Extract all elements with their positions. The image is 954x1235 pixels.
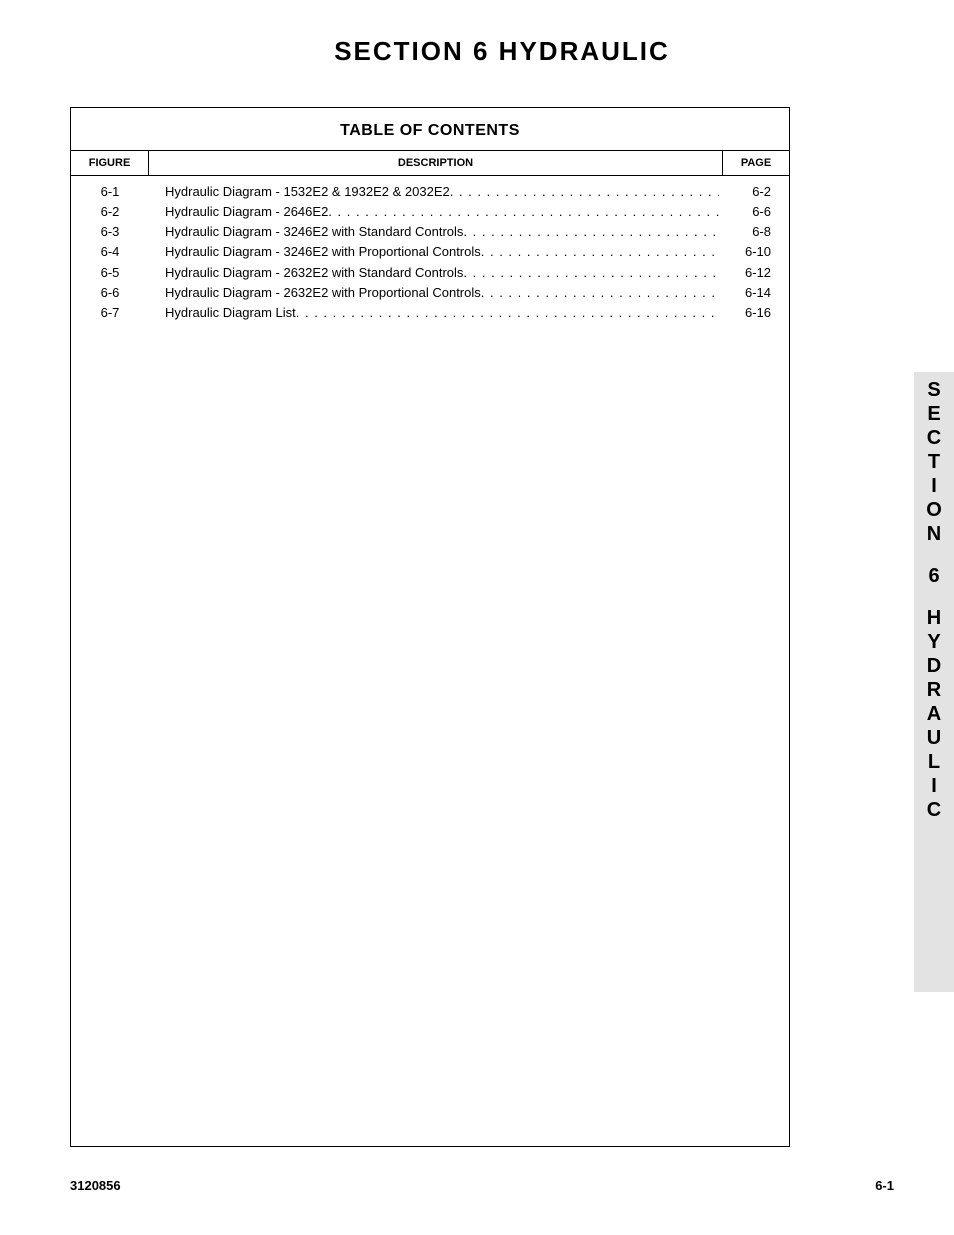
toc-row-description: Hydraulic Diagram - 3246E2 with Standard…	[165, 222, 463, 242]
side-tab-letter: I	[931, 775, 937, 797]
toc-row: 6-2 Hydraulic Diagram - 2646E2 6-6	[71, 202, 789, 222]
side-tab-letter: L	[928, 751, 940, 773]
side-tab-letter: A	[927, 703, 941, 725]
toc-row: 6-7 Hydraulic Diagram List 6-16	[71, 303, 789, 323]
toc-row-description-wrap: Hydraulic Diagram - 3246E2 with Standard…	[149, 222, 723, 242]
side-tab-letter: N	[927, 523, 941, 545]
toc-row-leader	[328, 202, 719, 222]
side-tab-letter: U	[927, 727, 941, 749]
side-tab-letter: 6	[928, 565, 939, 587]
toc-header-row: FIGURE DESCRIPTION PAGE	[71, 150, 789, 176]
toc-row-page: 6-12	[723, 263, 789, 283]
toc-row-description: Hydraulic Diagram - 2632E2 with Proporti…	[165, 283, 481, 303]
content-frame: TABLE OF CONTENTS FIGURE DESCRIPTION PAG…	[70, 107, 790, 1147]
toc-row: 6-1 Hydraulic Diagram - 1532E2 & 1932E2 &…	[71, 182, 789, 202]
toc-row-description-wrap: Hydraulic Diagram List	[149, 303, 723, 323]
toc-row-page: 6-16	[723, 303, 789, 323]
footer-right: 6-1	[875, 1178, 894, 1193]
side-tab-letter: C	[927, 427, 941, 449]
toc-header-description: DESCRIPTION	[149, 151, 723, 175]
toc-row-page: 6-6	[723, 202, 789, 222]
side-tab-letter: S	[927, 379, 940, 401]
toc-row-figure: 6-5	[71, 263, 149, 283]
side-tab-letter: I	[931, 475, 937, 497]
toc-row-description: Hydraulic Diagram - 2646E2	[165, 202, 328, 222]
toc-row-description: Hydraulic Diagram List	[165, 303, 296, 323]
toc-row: 6-4 Hydraulic Diagram - 3246E2 with Propo…	[71, 242, 789, 262]
toc-header-page: PAGE	[723, 151, 789, 175]
toc-row-leader	[296, 303, 719, 323]
toc-row-page: 6-8	[723, 222, 789, 242]
toc-row: 6-6 Hydraulic Diagram - 2632E2 with Propo…	[71, 283, 789, 303]
toc-row: 6-5 Hydraulic Diagram - 2632E2 with Stand…	[71, 263, 789, 283]
page: SECTION 6 HYDRAULIC TABLE OF CONTENTS FI…	[0, 0, 954, 1235]
toc-row-page: 6-2	[723, 182, 789, 202]
toc-row-figure: 6-6	[71, 283, 149, 303]
side-tab: SECTION6HYDRAULIC	[914, 372, 954, 992]
footer-left: 3120856	[70, 1178, 121, 1193]
toc-row-description-wrap: Hydraulic Diagram - 1532E2 & 1932E2 & 20…	[149, 182, 723, 202]
toc-title: TABLE OF CONTENTS	[71, 108, 789, 150]
toc-row: 6-3 Hydraulic Diagram - 3246E2 with Stand…	[71, 222, 789, 242]
toc-row-figure: 6-7	[71, 303, 149, 323]
toc-row-figure: 6-1	[71, 182, 149, 202]
side-tab-letter: Y	[927, 631, 940, 653]
side-tab-letter: H	[927, 607, 941, 629]
side-tab-letter: O	[926, 499, 942, 521]
toc-row-figure: 6-4	[71, 242, 149, 262]
section-title: SECTION 6 HYDRAULIC	[60, 36, 894, 67]
toc-body: 6-1 Hydraulic Diagram - 1532E2 & 1932E2 &…	[71, 176, 789, 329]
page-footer: 3120856 6-1	[70, 1178, 894, 1193]
toc-row-leader	[463, 263, 719, 283]
side-tab-letter: T	[928, 451, 940, 473]
toc-row-figure: 6-2	[71, 202, 149, 222]
toc-row-leader	[463, 222, 719, 242]
toc-row-description-wrap: Hydraulic Diagram - 2646E2	[149, 202, 723, 222]
toc-row-description: Hydraulic Diagram - 1532E2 & 1932E2 & 20…	[165, 182, 450, 202]
toc-row-leader	[450, 182, 719, 202]
toc-row-description-wrap: Hydraulic Diagram - 2632E2 with Standard…	[149, 263, 723, 283]
side-tab-letter: R	[927, 679, 941, 701]
toc-row-figure: 6-3	[71, 222, 149, 242]
side-tab-letter: C	[927, 799, 941, 821]
side-tab-letter: E	[927, 403, 940, 425]
toc-row-page: 6-14	[723, 283, 789, 303]
toc-row-leader	[481, 283, 719, 303]
toc-row-description-wrap: Hydraulic Diagram - 3246E2 with Proporti…	[149, 242, 723, 262]
toc-row-description: Hydraulic Diagram - 3246E2 with Proporti…	[165, 242, 481, 262]
side-tab-letter: D	[927, 655, 941, 677]
toc-row-page: 6-10	[723, 242, 789, 262]
toc-header-figure: FIGURE	[71, 151, 149, 175]
toc-row-leader	[481, 242, 719, 262]
toc-row-description: Hydraulic Diagram - 2632E2 with Standard…	[165, 263, 463, 283]
toc-row-description-wrap: Hydraulic Diagram - 2632E2 with Proporti…	[149, 283, 723, 303]
